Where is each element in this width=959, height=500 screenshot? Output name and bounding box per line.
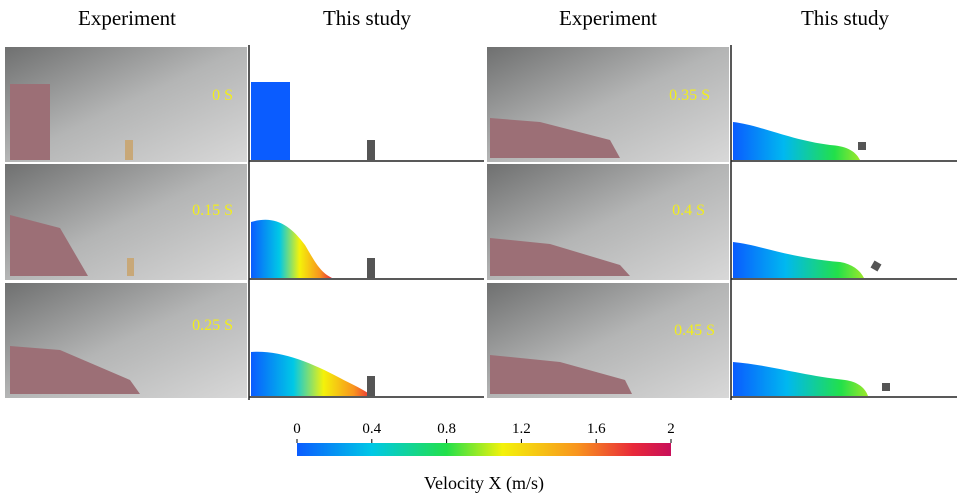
particle-pile — [490, 355, 632, 394]
time-label: 0.45 S — [674, 322, 715, 339]
sim-block — [367, 140, 375, 160]
tick-label: 0.4 — [362, 421, 381, 437]
sim-particles — [733, 122, 860, 160]
tick-label: 1.6 — [587, 421, 606, 437]
column-header: This study — [323, 6, 412, 30]
particle-pile — [10, 215, 88, 276]
sim-particles — [733, 242, 864, 278]
particle-pile — [10, 346, 140, 394]
time-label: 0.4 S — [672, 202, 705, 219]
sim-block — [367, 376, 375, 396]
sim-particles — [733, 362, 868, 396]
experiment-photo — [487, 283, 729, 398]
experiment-photo — [487, 164, 729, 280]
sim-particles — [251, 351, 372, 396]
sim-block — [858, 142, 866, 150]
colorbar — [297, 443, 671, 456]
experiment-photo — [5, 283, 247, 398]
time-label: 0.25 S — [192, 317, 233, 334]
block — [125, 140, 133, 160]
colorbar-label: Velocity X (m/s) — [424, 473, 544, 494]
particle-pile — [10, 84, 50, 160]
tick-label: 1.2 — [512, 421, 531, 437]
sim-particles — [251, 82, 290, 160]
tick-label: 2 — [667, 421, 675, 437]
tick-label: 0 — [293, 421, 301, 437]
particle-pile — [490, 238, 630, 276]
experiment-photo — [5, 47, 247, 162]
experiment-photo — [487, 47, 729, 162]
sim-block — [367, 258, 375, 278]
experiment-photo — [5, 164, 247, 280]
column-header: This study — [801, 6, 890, 30]
block — [127, 258, 134, 276]
time-label: 0.35 S — [669, 87, 710, 104]
column-header: Experiment — [78, 6, 176, 30]
tick-label: 0.8 — [437, 421, 456, 437]
sim-particles — [251, 219, 332, 278]
time-label: 0.15 S — [192, 202, 233, 219]
time-label: 0 S — [212, 87, 233, 104]
column-header: Experiment — [559, 6, 657, 30]
sim-block — [870, 260, 882, 272]
particle-pile — [490, 118, 620, 158]
sim-block — [882, 383, 890, 391]
sim-frames — [248, 45, 957, 400]
